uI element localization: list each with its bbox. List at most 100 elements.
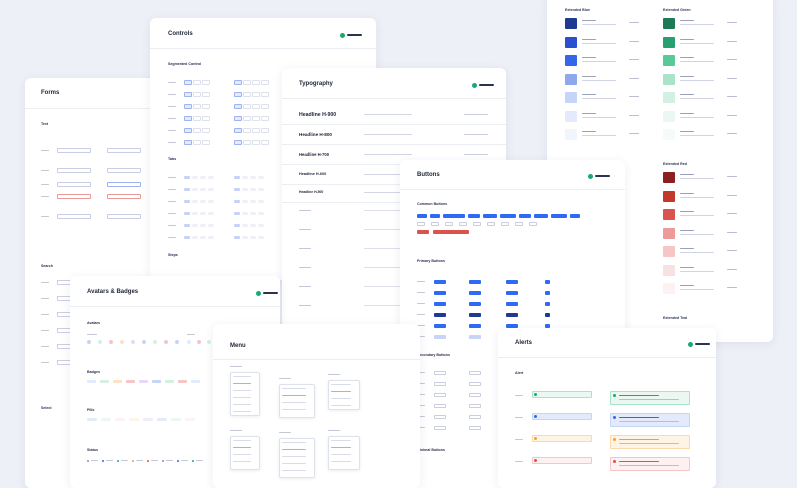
swatch-desc-line: [680, 24, 714, 25]
status-dot: [132, 460, 134, 462]
menu-label-line: [279, 432, 291, 433]
swatch-hex-line: [629, 22, 639, 23]
tab-item: [192, 188, 198, 191]
secondary-button: [469, 426, 481, 430]
avatar: [120, 340, 124, 344]
color-swatch: [663, 283, 675, 294]
secondary-button: [434, 382, 446, 386]
ghost-button: [417, 222, 425, 226]
tab-item: [234, 188, 240, 191]
alerts-card: Alerts Alert: [498, 328, 716, 488]
avatars-badges-title: Avatars & Badges: [87, 289, 139, 295]
menu-label-line: [328, 374, 340, 375]
secondary-button: [469, 382, 481, 386]
primary-button: [545, 291, 550, 295]
secondary-button: [434, 415, 446, 419]
status-dot: [102, 460, 104, 462]
menu-item-line: [331, 384, 351, 385]
segment: [202, 140, 210, 145]
form-label-line: [41, 184, 49, 185]
typography-headline: Headline H-900: [299, 112, 337, 118]
menu-panel: [279, 438, 315, 478]
tab-label-line: [168, 237, 176, 238]
color-swatch: [663, 18, 675, 29]
secondary-button: [469, 415, 481, 419]
swatch-label-line: [582, 20, 596, 21]
swatch-label-line: [680, 211, 694, 212]
tab-item: [184, 188, 190, 191]
danger-button: [417, 230, 429, 234]
segment: [252, 92, 260, 97]
menu-item-line: [282, 402, 306, 403]
swatch-hex-line: [727, 59, 737, 60]
pill: [143, 418, 153, 421]
tab-item: [250, 188, 256, 191]
menu-label-line: [230, 430, 242, 431]
menu-title: Menu: [230, 343, 246, 349]
menu-item-line: [233, 461, 251, 462]
typography-label-line: [299, 305, 311, 306]
typography-headline: Headline H-800: [299, 132, 332, 137]
forms-text-section: Text: [41, 122, 49, 126]
avatar: [153, 340, 157, 344]
secondary-button: [434, 371, 446, 375]
typography-desc-line: [364, 192, 412, 193]
typography-meta-line: [464, 114, 488, 115]
swatch-hex-line: [727, 287, 737, 288]
color-swatch: [663, 92, 675, 103]
segment: [261, 92, 269, 97]
segment: [243, 140, 251, 145]
menu-item-line: [233, 404, 251, 405]
color-swatch: [565, 36, 577, 48]
color-swatch: [565, 129, 577, 140]
tab-item: [250, 224, 256, 227]
color-swatch: [663, 129, 675, 140]
segment: [234, 128, 242, 133]
menu-panel: [230, 436, 260, 470]
extended-blue-title: Extended Blue: [565, 8, 590, 12]
common-button: [483, 214, 497, 218]
segment: [252, 104, 260, 109]
alert-box: [610, 435, 690, 449]
typography-desc-line: [364, 210, 416, 211]
swatch-label-line: [582, 38, 596, 40]
primary-button: [469, 313, 481, 317]
swatch-hex-line: [727, 77, 737, 79]
segment: [193, 104, 201, 109]
avatars-section: Avatars: [87, 321, 101, 325]
tab-item: [200, 176, 206, 179]
typography-meta-line: [464, 134, 488, 135]
color-swatch: [565, 92, 577, 103]
segment: [193, 128, 201, 133]
swatch-desc-line: [680, 79, 714, 81]
typography-label-line: [299, 210, 311, 211]
swatch-label-line: [680, 75, 694, 77]
form-label-line: [41, 196, 49, 197]
pill: [101, 418, 111, 421]
seg-label-line: [168, 130, 176, 131]
swatch-hex-line: [727, 176, 737, 177]
segment: [252, 128, 260, 133]
common-button: [417, 214, 427, 218]
tab-item: [192, 236, 198, 239]
swatch-desc-line: [582, 135, 616, 136]
status-label-line: [106, 460, 113, 461]
ghost-button: [473, 222, 481, 226]
swatch-desc-line: [680, 289, 714, 290]
swatch-hex-line: [727, 22, 737, 23]
typography-desc-line: [364, 305, 416, 306]
search-label-line: [41, 282, 49, 283]
alert-icon: [534, 415, 537, 418]
tab-item: [234, 236, 240, 239]
status-label-line: [196, 460, 203, 461]
swatch-label-line: [582, 94, 596, 95]
primary-button: [434, 291, 446, 295]
pill: [115, 418, 125, 421]
badge: [178, 380, 187, 383]
secondary-label-line: [417, 405, 425, 406]
seg-label-line: [168, 82, 176, 83]
swatch-label-line: [680, 131, 694, 132]
menu-item-line: [331, 454, 351, 455]
swatch-hex-line: [629, 133, 639, 134]
segment: [234, 92, 242, 97]
